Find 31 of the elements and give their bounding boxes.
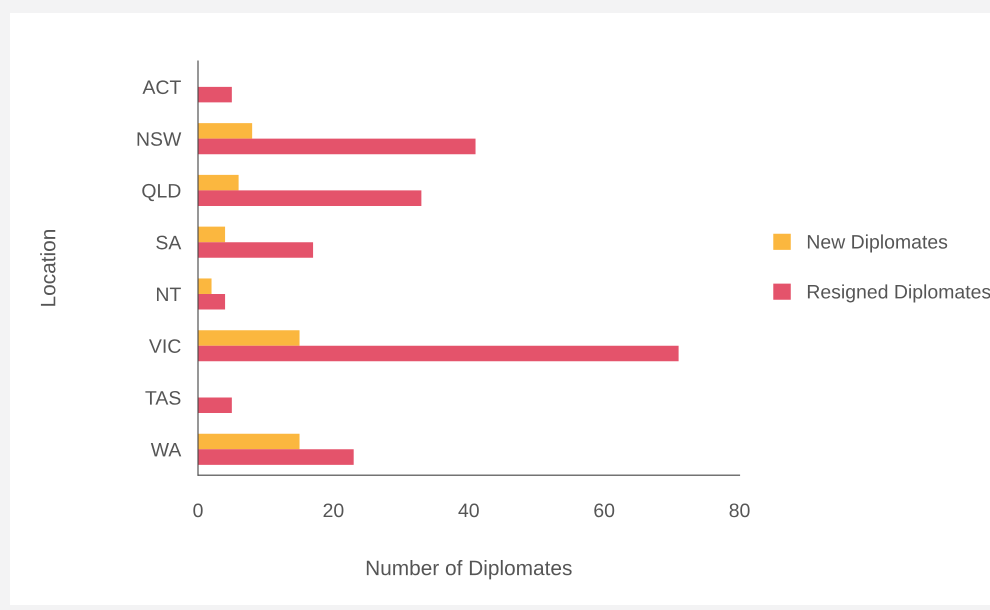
bar — [198, 330, 300, 346]
bar — [198, 86, 232, 102]
bar — [198, 294, 226, 310]
bar — [198, 242, 314, 258]
x-tick-label: 0 — [193, 503, 203, 518]
bar — [198, 398, 232, 414]
y-tick-label: QLD — [142, 184, 180, 202]
x-axis-title: Number of Diplomates — [366, 560, 572, 580]
y-tick-label: NT — [157, 288, 181, 302]
legend-label: Resigned Diplomates — [808, 284, 990, 302]
y-tick-label: VIC — [149, 339, 181, 353]
bar — [198, 138, 476, 154]
y-tick-label: SA — [156, 236, 182, 250]
x-tick-label: 80 — [730, 503, 750, 518]
legend-label: New Diplomates — [808, 234, 948, 253]
bar — [198, 434, 300, 450]
x-tick-label: 60 — [594, 503, 614, 518]
y-axis-title: Location — [40, 230, 56, 306]
bar — [198, 226, 226, 242]
y-tick-label: WA — [150, 442, 182, 456]
bar — [198, 346, 679, 362]
x-tick-label: 20 — [324, 503, 344, 518]
y-tick-label: TAS — [145, 390, 180, 405]
y-tick-label: ACT — [142, 80, 181, 94]
x-tick-label: 40 — [458, 503, 479, 518]
bar — [198, 190, 422, 206]
y-tick-label: NSW — [138, 132, 182, 146]
bar — [198, 449, 354, 465]
bar — [198, 123, 252, 139]
bar — [198, 174, 239, 190]
bar — [198, 278, 212, 294]
